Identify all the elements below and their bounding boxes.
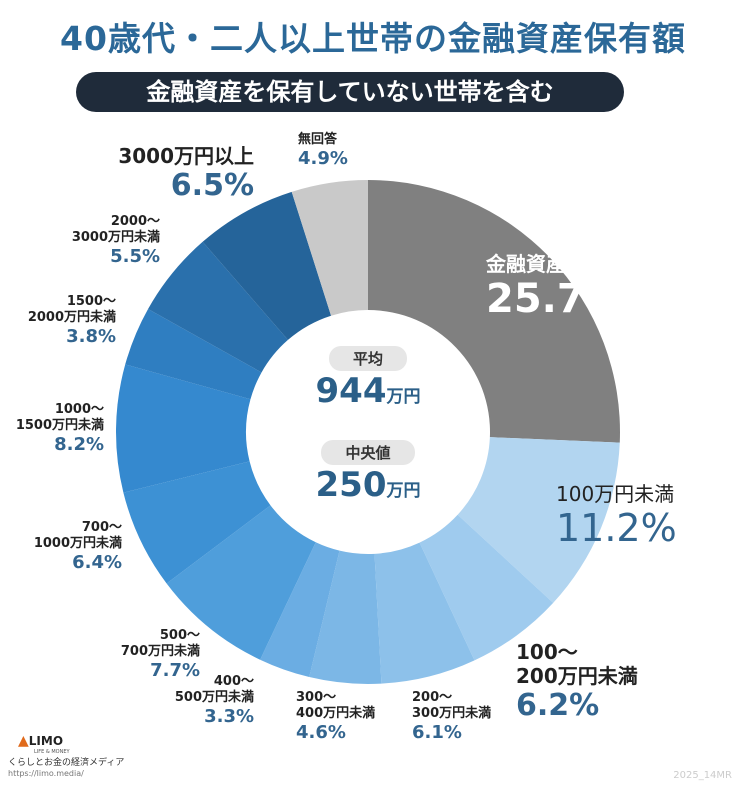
slice-category: 200万円未満 [516, 664, 638, 688]
donut-slice [125, 308, 262, 400]
slice-category: 700～ [81, 520, 122, 535]
limo-logo: ▲LIMO LIFE & MONEY [18, 733, 70, 755]
donut-slice [457, 437, 620, 603]
median-block: 中央値 250万円 [298, 440, 438, 505]
mean-block: 平均 944万円 [298, 346, 438, 411]
slice-label: 300～ 400万円未満 4.6% [296, 690, 416, 744]
donut-slice [374, 542, 475, 684]
slice-label: 100～ 200万円未満 6.2% [516, 640, 676, 724]
site-url[interactable]: https://limo.media/ [8, 769, 84, 778]
slice-category: 300～ [296, 690, 337, 705]
page-title: 40歳代・二人以上世帯の金融資産保有額 [60, 19, 686, 58]
slice-percent: 6.2% [516, 688, 600, 723]
slice-label: 100万円未満 11.2% [556, 482, 746, 550]
slice-percent: 3.3% [204, 706, 254, 727]
slice-percent: 6.1% [412, 722, 462, 743]
slice-category: 1500万円未満 [15, 418, 104, 433]
slice-category: 700万円未満 [120, 644, 200, 659]
tagline: くらしとお金の経済メディア [8, 758, 125, 768]
donut-slice [368, 180, 620, 443]
donut-slice [148, 241, 288, 373]
donut-slice [260, 542, 340, 678]
slice-category: 200～ [412, 690, 453, 705]
slice-label: 2000～ 3000万円未満 5.5% [72, 214, 160, 268]
mean-label: 平均 [328, 346, 407, 371]
mean-value: 944万円 [315, 371, 421, 411]
donut-slice [116, 364, 251, 493]
slice-percent: 8.2% [54, 434, 104, 455]
slice-category: 3000万円以上 [118, 144, 254, 168]
slice-category: 金融資産非保有 [486, 252, 626, 276]
slice-category: 1000万円未満 [33, 536, 122, 551]
slice-label: 700～ 1000万円未満 6.4% [34, 520, 122, 574]
donut-slice [419, 514, 554, 661]
donut-slice [291, 180, 368, 316]
slice-category: 400～ [213, 674, 254, 689]
slice-category: 500万円未満 [174, 690, 254, 705]
slice-percent: 6.4% [72, 552, 122, 573]
slice-label: 3000万円以上 6.5% [118, 144, 254, 204]
slice-label: 500～ 700万円未満 7.7% [121, 628, 200, 682]
slice-category: 無回答 [298, 132, 338, 147]
subtitle-pill: 金融資産を保有していない世帯を含む [76, 72, 624, 112]
slice-category: 400万円未満 [296, 706, 376, 721]
donut-slice [166, 505, 316, 660]
slice-label: 200～ 300万円未満 6.1% [412, 690, 532, 744]
donut-slice [202, 191, 332, 340]
slice-category: 1500～ [66, 294, 116, 309]
slice-category: 500～ [159, 628, 200, 643]
slice-category: 2000～ [110, 214, 160, 229]
slice-category: 300万円未満 [412, 706, 492, 721]
slice-percent: 6.5% [170, 168, 254, 203]
slice-percent: 25.7% [486, 276, 625, 322]
slice-category: 3000万円未満 [71, 230, 160, 245]
slice-percent: 4.9% [298, 148, 348, 169]
slice-label: 無回答 4.9% [298, 132, 398, 170]
slice-category: 1000～ [54, 402, 104, 417]
slice-category: 100～ [516, 640, 578, 664]
slice-percent: 5.5% [110, 246, 160, 267]
slice-label: 1000～ 1500万円未満 8.2% [16, 402, 104, 456]
slice-category: 2000万円未満 [27, 310, 116, 325]
slice-label: 金融資産非保有 25.7% [486, 252, 686, 322]
slice-percent: 4.6% [296, 722, 346, 743]
slice-percent: 7.7% [150, 660, 200, 681]
donut-slice [309, 550, 382, 684]
median-value: 250万円 [315, 465, 421, 505]
slice-category: 100万円未満 [556, 482, 675, 506]
slice-label: 1500～ 2000万円未満 3.8% [28, 294, 116, 348]
donut-slice [123, 461, 271, 584]
slice-percent: 3.8% [66, 326, 116, 347]
slice-percent: 11.2% [556, 506, 677, 550]
slice-label: 400～ 500万円未満 3.3% [175, 674, 254, 728]
median-label: 中央値 [321, 440, 415, 465]
chart-code: 2025_14MR [673, 770, 732, 781]
